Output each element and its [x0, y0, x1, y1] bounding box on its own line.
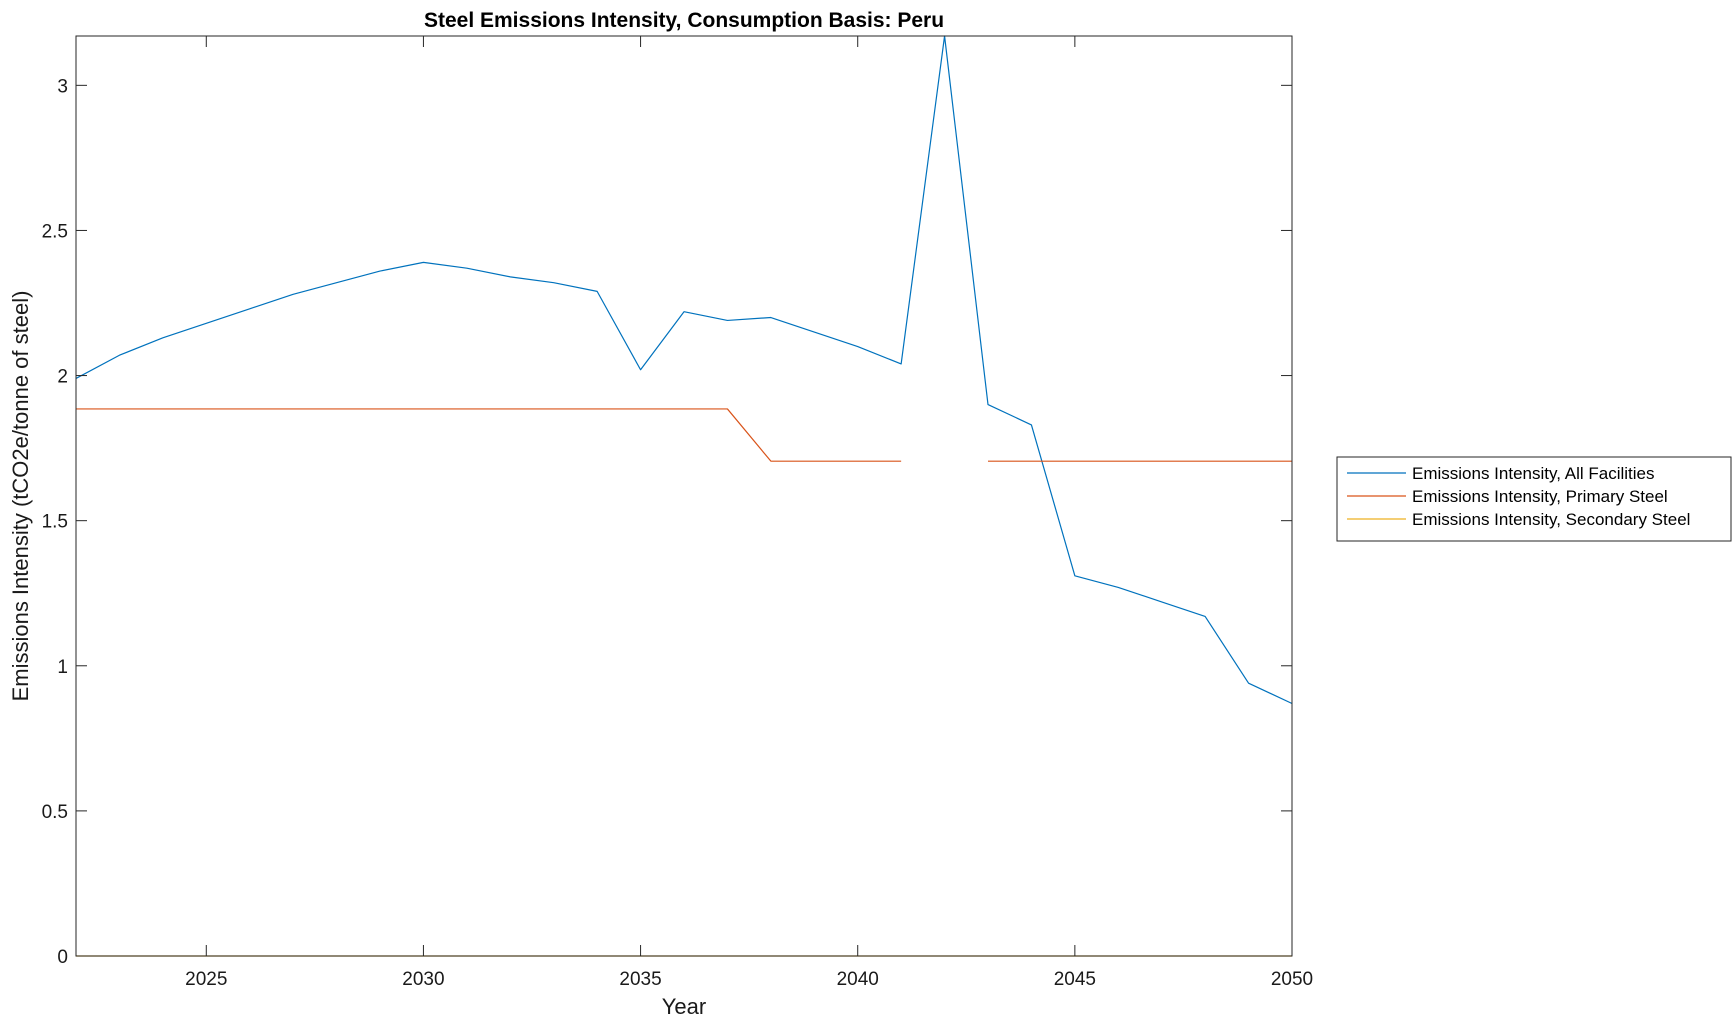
series-line: [75, 35, 1293, 705]
x-tick-label: 2035: [619, 969, 661, 990]
series-line: [76, 408, 902, 462]
y-tick-label: 1.5: [42, 512, 68, 533]
chart-title: Steel Emissions Intensity, Consumption B…: [424, 9, 944, 32]
x-tick-label: 2045: [1054, 969, 1096, 990]
legend-label: Emissions Intensity, Secondary Steel: [1412, 510, 1690, 529]
x-tick-label: 2040: [837, 969, 879, 990]
legend: Emissions Intensity, All Facilities Emiss…: [1336, 456, 1732, 542]
legend-label: Emissions Intensity, All Facilities: [1412, 464, 1654, 483]
x-tick-label: 2050: [1271, 969, 1313, 990]
x-axis-title: Year: [662, 994, 706, 1019]
y-tick-label: 2: [57, 367, 68, 388]
y-tick-label: 1: [57, 657, 68, 678]
plot-area: [75, 35, 1293, 957]
series-2: [76, 408, 1292, 462]
series-1: [75, 35, 1293, 705]
y-tick-label: 0: [57, 947, 68, 968]
ticks-layer: 2025 2030 2035 2040 2045 2050 0 0.5 1 1.5 2 2.5 3: [42, 36, 1313, 990]
y-tick-label: 2.5: [42, 221, 68, 242]
x-tick-label: 2030: [402, 969, 444, 990]
x-tick-label: 2025: [185, 969, 227, 990]
y-tick-label: 3: [57, 76, 68, 97]
y-tick-label: 0.5: [42, 802, 68, 823]
y-axis-title: Emissions Intensity (tCO2e/tonne of stee…: [8, 291, 33, 702]
legend-items: Emissions Intensity, All Facilities Emiss…: [1347, 464, 1690, 529]
legend-label: Emissions Intensity, Primary Steel: [1412, 487, 1668, 506]
legend-box: [1336, 456, 1732, 542]
